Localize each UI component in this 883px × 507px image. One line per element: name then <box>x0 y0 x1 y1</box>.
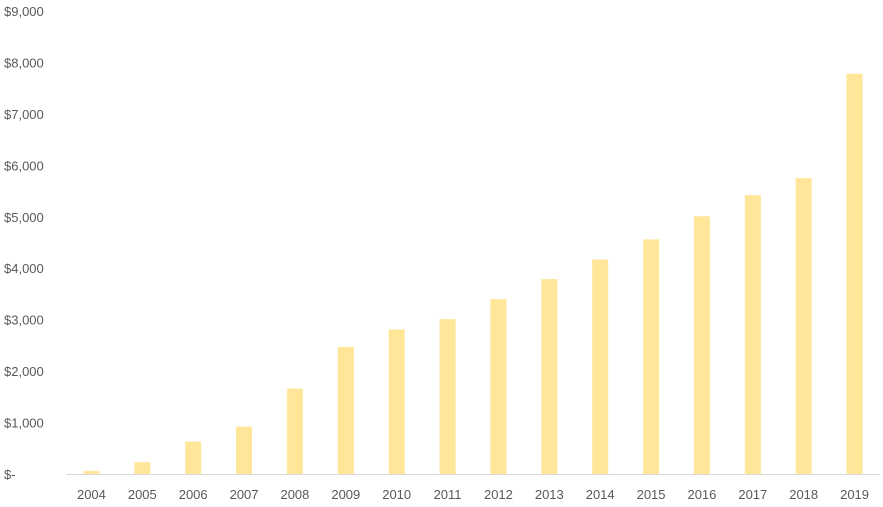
x-tick-label: 2007 <box>230 487 259 502</box>
y-tick-label: $2,000 <box>4 364 44 379</box>
bar-2010 <box>388 329 405 474</box>
bar-series <box>83 73 863 475</box>
x-axis: 2004 2005 2006 2007 2008 2009 2010 2011 2012 2013… <box>77 487 869 502</box>
y-tick-label: $4,000 <box>4 261 44 276</box>
x-tick-label: 2004 <box>77 487 106 502</box>
bar-2012 <box>490 299 507 474</box>
bar-2019 <box>846 73 863 474</box>
y-tick-label: $5,000 <box>4 210 44 225</box>
bar-2018 <box>795 178 812 474</box>
x-tick-label: 2010 <box>382 487 411 502</box>
x-tick-label: 2013 <box>535 487 564 502</box>
y-tick-label: $7,000 <box>4 107 44 122</box>
y-tick-label: $9,000 <box>4 4 44 19</box>
bar-2008 <box>286 388 303 474</box>
bar-2014 <box>592 259 609 474</box>
y-axis: $- $1,000 $2,000 $3,000 $4,000 $5,000 $6,000 $7… <box>4 4 44 482</box>
x-tick-label: 2005 <box>128 487 157 502</box>
x-tick-label: 2018 <box>789 487 818 502</box>
x-tick-label: 2012 <box>484 487 513 502</box>
x-tick-label: 2011 <box>434 487 462 502</box>
y-tick-label: $8,000 <box>4 55 44 70</box>
x-tick-label: 2015 <box>637 487 666 502</box>
bar-2006 <box>185 441 202 474</box>
bar-2007 <box>236 426 253 474</box>
bar-2009 <box>337 346 354 474</box>
bar-2013 <box>541 279 558 474</box>
x-tick-label: 2009 <box>331 487 360 502</box>
x-tick-label: 2006 <box>179 487 208 502</box>
y-tick-label: $6,000 <box>4 158 44 173</box>
x-tick-label: 2014 <box>586 487 615 502</box>
bar-2005 <box>134 462 151 474</box>
x-tick-label: 2016 <box>687 487 716 502</box>
x-tick-label: 2019 <box>840 487 869 502</box>
bar-2011 <box>439 319 456 474</box>
bar-2017 <box>744 195 761 475</box>
bar-2015 <box>643 239 660 474</box>
x-tick-label: 2017 <box>738 487 767 502</box>
y-tick-label: $- <box>4 467 16 482</box>
y-tick-label: $3,000 <box>4 313 44 328</box>
bar-2016 <box>693 216 710 474</box>
x-tick-label: 2008 <box>280 487 309 502</box>
bar-2004 <box>83 470 100 474</box>
y-tick-label: $1,000 <box>4 416 44 431</box>
